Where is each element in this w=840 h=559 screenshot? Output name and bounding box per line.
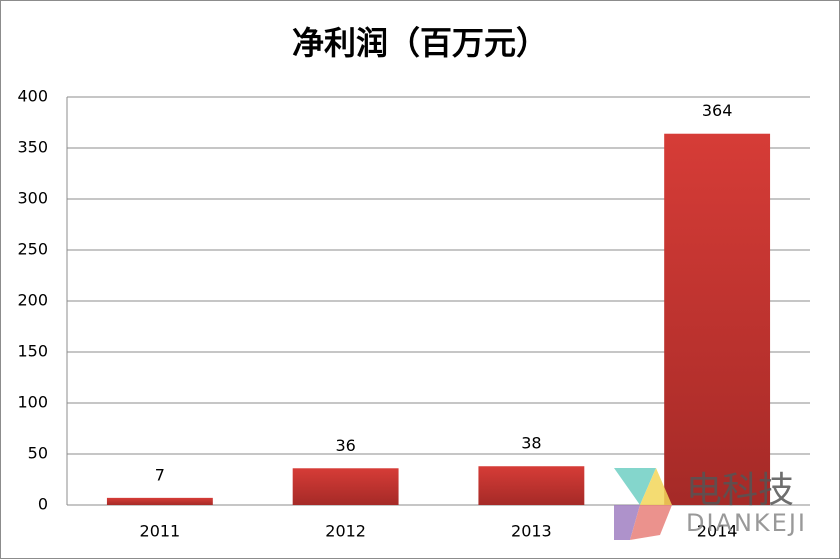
y-tick-label: 300 bbox=[17, 189, 48, 208]
watermark-subtitle: DIANKEJI bbox=[686, 509, 807, 537]
x-tick-label: 2014 bbox=[697, 522, 738, 541]
logo-shape bbox=[614, 505, 640, 540]
y-tick-label: 200 bbox=[17, 291, 48, 310]
x-tick-label: 2011 bbox=[140, 522, 181, 541]
y-tick-label: 350 bbox=[17, 138, 48, 157]
data-label: 36 bbox=[335, 436, 355, 455]
data-label: 38 bbox=[521, 434, 541, 453]
x-tick-label: 2012 bbox=[325, 522, 366, 541]
y-tick-label: 400 bbox=[17, 87, 48, 106]
data-label: 364 bbox=[702, 101, 733, 120]
bar bbox=[106, 497, 213, 505]
logo-shape bbox=[640, 468, 672, 505]
bar bbox=[292, 468, 399, 505]
logo-shape bbox=[614, 468, 656, 505]
y-tick-label: 150 bbox=[17, 342, 48, 361]
bar bbox=[478, 466, 585, 505]
y-tick-label: 0 bbox=[38, 495, 48, 514]
watermark-title: 电科技 bbox=[686, 470, 794, 511]
logo-shape bbox=[630, 505, 672, 540]
y-tick-label: 50 bbox=[28, 444, 48, 463]
watermark: 电科技 DIANKEJI bbox=[614, 468, 807, 540]
y-tick-label: 250 bbox=[17, 240, 48, 259]
x-tick-label: 2013 bbox=[511, 522, 552, 541]
bar bbox=[664, 133, 771, 505]
chart-title: 净利润（百万元） bbox=[292, 24, 548, 62]
y-tick-label: 100 bbox=[17, 393, 48, 412]
data-label: 7 bbox=[155, 465, 165, 484]
